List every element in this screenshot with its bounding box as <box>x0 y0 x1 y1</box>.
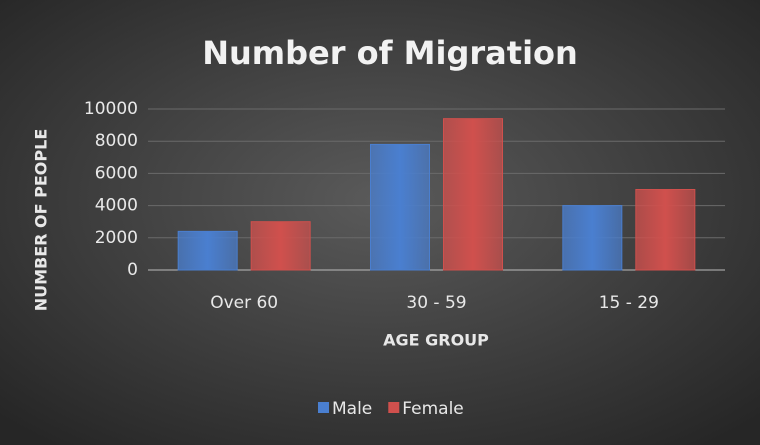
chart-title: Number of Migration <box>202 34 578 72</box>
y-tick-label: 10000 <box>84 99 138 119</box>
y-tick-label: 8000 <box>95 131 138 151</box>
y-tick-label: 0 <box>127 260 138 280</box>
x-axis-title: AGE GROUP <box>383 331 489 350</box>
legend-swatch <box>318 402 329 413</box>
bar <box>443 118 503 271</box>
legend-label: Female <box>402 399 463 419</box>
bar <box>177 230 238 271</box>
legend-label: Male <box>332 399 372 419</box>
bar <box>635 189 696 271</box>
x-tick-label: Over 60 <box>210 293 278 313</box>
y-axis-title: NUMBER OF PEOPLE <box>32 129 51 312</box>
legend-swatch <box>388 402 400 413</box>
bar <box>562 205 623 271</box>
legend: Male Female <box>318 399 464 419</box>
x-tick-label: 15 - 29 <box>599 293 659 313</box>
y-tick-label: 2000 <box>95 228 138 248</box>
y-tick-label: 4000 <box>95 196 138 216</box>
y-tick-label: 6000 <box>95 163 138 183</box>
x-tick-label: 30 - 59 <box>406 293 466 313</box>
bar <box>370 143 430 271</box>
bar <box>250 221 311 271</box>
